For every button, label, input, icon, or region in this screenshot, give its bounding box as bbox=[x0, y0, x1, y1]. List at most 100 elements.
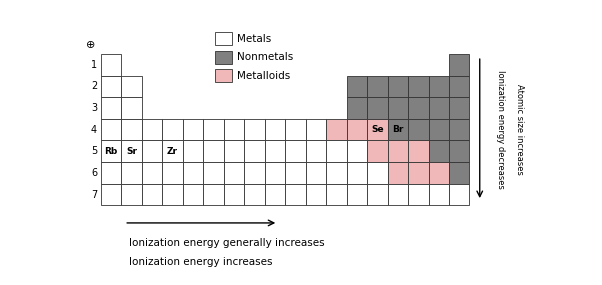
Text: Nonmetals: Nonmetals bbox=[237, 52, 293, 62]
Text: 4: 4 bbox=[91, 125, 97, 135]
Text: 6: 6 bbox=[91, 168, 97, 178]
Bar bbox=[388, 97, 408, 119]
Bar bbox=[142, 119, 163, 141]
Bar bbox=[101, 162, 122, 184]
Bar bbox=[408, 119, 429, 141]
Text: Ionization energy decreases: Ionization energy decreases bbox=[496, 70, 505, 189]
Bar bbox=[224, 184, 244, 205]
Text: Se: Se bbox=[371, 125, 383, 134]
Bar bbox=[224, 119, 244, 141]
Bar bbox=[449, 184, 470, 205]
Text: 5: 5 bbox=[91, 146, 97, 156]
Bar bbox=[163, 162, 183, 184]
Bar bbox=[183, 162, 203, 184]
Bar bbox=[285, 162, 306, 184]
Bar bbox=[429, 162, 449, 184]
Bar bbox=[408, 162, 429, 184]
Bar bbox=[347, 141, 367, 162]
Bar bbox=[367, 97, 388, 119]
Bar bbox=[244, 119, 265, 141]
Bar bbox=[326, 119, 347, 141]
Bar bbox=[326, 162, 347, 184]
Bar bbox=[101, 76, 122, 97]
Bar bbox=[122, 76, 142, 97]
Bar bbox=[183, 141, 203, 162]
Bar bbox=[183, 184, 203, 205]
Bar bbox=[306, 162, 326, 184]
Bar bbox=[265, 184, 285, 205]
Bar bbox=[265, 162, 285, 184]
Text: Br: Br bbox=[392, 125, 403, 134]
Bar bbox=[203, 184, 224, 205]
Text: Sr: Sr bbox=[126, 147, 137, 156]
Bar bbox=[367, 184, 388, 205]
Bar bbox=[183, 119, 203, 141]
Bar bbox=[163, 141, 183, 162]
Bar bbox=[429, 119, 449, 141]
Bar bbox=[347, 162, 367, 184]
Bar bbox=[408, 141, 429, 162]
Bar bbox=[216, 69, 232, 82]
Bar bbox=[285, 119, 306, 141]
Bar bbox=[347, 184, 367, 205]
Text: 7: 7 bbox=[91, 190, 97, 199]
Text: 3: 3 bbox=[91, 103, 97, 113]
Bar bbox=[347, 97, 367, 119]
Bar bbox=[216, 32, 232, 45]
Bar bbox=[347, 119, 367, 141]
Text: Ionization energy generally increases: Ionization energy generally increases bbox=[129, 238, 324, 248]
Bar bbox=[367, 119, 388, 141]
Bar bbox=[326, 141, 347, 162]
Bar bbox=[326, 184, 347, 205]
Bar bbox=[306, 184, 326, 205]
Bar bbox=[429, 97, 449, 119]
Bar bbox=[449, 141, 470, 162]
Bar bbox=[142, 141, 163, 162]
Text: Atomic size increases: Atomic size increases bbox=[515, 84, 524, 175]
Bar bbox=[142, 184, 163, 205]
Bar bbox=[101, 184, 122, 205]
Bar bbox=[203, 119, 224, 141]
Bar bbox=[408, 184, 429, 205]
Text: 2: 2 bbox=[91, 82, 97, 91]
Bar bbox=[367, 162, 388, 184]
Bar bbox=[449, 119, 470, 141]
Bar bbox=[163, 184, 183, 205]
Bar bbox=[163, 119, 183, 141]
Bar bbox=[306, 141, 326, 162]
Bar bbox=[408, 97, 429, 119]
Bar bbox=[101, 54, 122, 76]
Bar bbox=[122, 184, 142, 205]
Bar bbox=[449, 162, 470, 184]
Bar bbox=[101, 97, 122, 119]
Bar bbox=[388, 76, 408, 97]
Bar bbox=[244, 162, 265, 184]
Bar bbox=[203, 162, 224, 184]
Bar bbox=[408, 76, 429, 97]
Bar bbox=[122, 141, 142, 162]
Text: Rb: Rb bbox=[105, 147, 118, 156]
Bar bbox=[449, 54, 470, 76]
Bar bbox=[265, 119, 285, 141]
Bar bbox=[244, 141, 265, 162]
Bar bbox=[142, 162, 163, 184]
Bar bbox=[388, 184, 408, 205]
Text: Ionization energy increases: Ionization energy increases bbox=[129, 257, 272, 267]
Text: ⊕: ⊕ bbox=[86, 40, 95, 50]
Bar bbox=[101, 119, 122, 141]
Bar bbox=[429, 184, 449, 205]
Bar bbox=[122, 119, 142, 141]
Text: Zr: Zr bbox=[167, 147, 178, 156]
Bar bbox=[429, 141, 449, 162]
Bar bbox=[122, 97, 142, 119]
Bar bbox=[285, 141, 306, 162]
Bar bbox=[388, 141, 408, 162]
Text: 1: 1 bbox=[91, 60, 97, 70]
Bar bbox=[265, 141, 285, 162]
Bar bbox=[367, 76, 388, 97]
Bar bbox=[388, 162, 408, 184]
Bar bbox=[367, 141, 388, 162]
Bar bbox=[449, 97, 470, 119]
Bar bbox=[224, 141, 244, 162]
Bar bbox=[101, 141, 122, 162]
